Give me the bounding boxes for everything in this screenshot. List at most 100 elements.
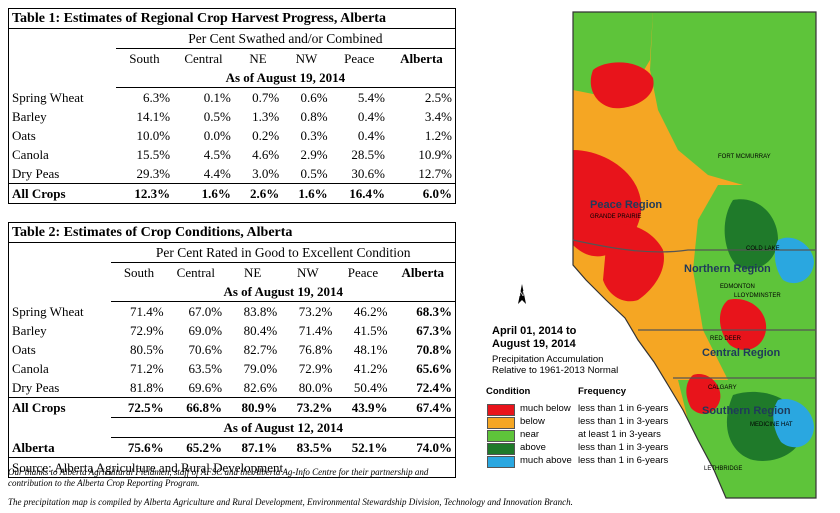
legend-frequency: at least 1 in 3-years: [578, 429, 661, 440]
cell: 6.0%: [387, 183, 456, 204]
city-edmonton: EDMONTON: [720, 284, 755, 290]
cell: 3.0%: [252, 166, 280, 181]
thanks-note: Our thanks to Alberta Agricultural Field…: [8, 467, 428, 489]
row-label: Barley: [12, 323, 47, 338]
cell: 2.6%: [233, 183, 283, 204]
cell: 1.3%: [252, 109, 280, 124]
zone-much-below-west: [603, 223, 664, 302]
cell: 73.2%: [280, 397, 336, 418]
cell: 4.5%: [203, 147, 231, 162]
cell: 12.7%: [418, 166, 452, 181]
table-row: Oats 80.5% 70.6% 82.7% 76.8% 48.1% 70.8%: [9, 340, 456, 359]
cell: 69.0%: [188, 323, 223, 338]
table-row: Canola 71.2% 63.5% 79.0% 72.9% 41.2% 65.6%: [9, 359, 456, 378]
cell: 30.6%: [351, 166, 385, 181]
legend-condition: much below: [520, 403, 571, 414]
table2-title: Table 2: Estimates of Crop Conditions, A…: [8, 222, 456, 243]
cell: 74.0%: [416, 440, 452, 455]
cell: 83.8%: [243, 304, 278, 319]
table2-prev-row: Alberta 75.6% 65.2% 87.1% 83.5% 52.1% 74…: [9, 438, 456, 458]
cell: 15.5%: [136, 147, 171, 162]
table2-header-row: South Central NE NW Peace Alberta: [9, 263, 456, 283]
table-row: Oats 10.0% 0.0% 0.2% 0.3% 0.4% 1.2%: [9, 126, 456, 145]
zone-much-below-north: [590, 62, 654, 109]
zone-above-east: [724, 199, 778, 269]
cell: 4.4%: [203, 166, 231, 181]
zone-near-north: [650, 12, 816, 205]
cell: 70.8%: [416, 342, 452, 357]
legend-swatch: [487, 430, 515, 442]
cell: 46.2%: [353, 304, 388, 319]
legend-condition: near: [520, 429, 540, 440]
cell: 2.5%: [424, 90, 452, 105]
cell: 0.6%: [300, 90, 328, 105]
city-fort-mcmurray: FORT MCMURRAY: [718, 154, 771, 160]
zone-much-below-calgary: [686, 374, 721, 414]
row-label: Alberta: [12, 439, 55, 455]
col-header: Central: [176, 265, 215, 280]
row-label: Canola: [12, 361, 49, 376]
cell: 0.3%: [300, 128, 328, 143]
map-title: April 01, 2014 to August 19, 2014: [492, 325, 576, 351]
map-credit-note: The precipitation map is compiled by Alb…: [8, 497, 573, 507]
cell: 43.9%: [335, 397, 391, 418]
legend-frequency: less than 1 in 6-years: [578, 455, 669, 466]
cell: 65.2%: [186, 440, 223, 455]
cell: 14.1%: [136, 109, 171, 124]
cell: 6.3%: [142, 90, 171, 105]
cell: 0.7%: [252, 90, 280, 105]
city-lethbridge: LETHBRIDGE: [704, 466, 742, 472]
map-title-line-1: April 01, 2014 to: [492, 325, 577, 337]
cell: 0.8%: [300, 109, 328, 124]
cell: 67.0%: [188, 304, 223, 319]
crop-conditions-table: Table 2: Estimates of Crop Conditions, A…: [8, 222, 456, 478]
cell: 0.5%: [203, 109, 231, 124]
cell: 72.9%: [298, 361, 333, 376]
cell: 87.1%: [241, 440, 278, 455]
cell: 2.9%: [300, 147, 328, 162]
thanks-line-2: contribution to the Alberta Crop Reporti…: [8, 478, 200, 488]
table1-title: Table 1: Estimates of Regional Crop Harv…: [8, 8, 456, 29]
table-row: Dry Peas 29.3% 4.4% 3.0% 0.5% 30.6% 12.7%: [9, 164, 456, 184]
cell: 79.0%: [243, 361, 278, 376]
row-label: All Crops: [8, 183, 116, 204]
map-subtitle-line-2: Relative to 1961-2013 Normal: [492, 365, 619, 376]
cell: 0.4%: [357, 128, 385, 143]
cell: 80.4%: [243, 323, 278, 338]
cell: 80.9%: [225, 397, 281, 418]
zone-much-above-south: [773, 399, 814, 448]
cell: 0.4%: [357, 109, 385, 124]
table-row: Canola 15.5% 4.5% 4.6% 2.9% 28.5% 10.9%: [9, 145, 456, 164]
north-arrow-icon: N: [518, 284, 526, 304]
cell: 70.6%: [188, 342, 223, 357]
legend-condition: below: [520, 416, 545, 427]
cell: 28.5%: [351, 147, 385, 162]
cell: 72.5%: [111, 397, 167, 418]
col-header: NE: [249, 51, 267, 66]
region-peace: Peace Region: [590, 199, 662, 211]
precipitation-map: FORT MCMURRAY GRANDE PRAIRIE COLD LAKE E…: [518, 11, 817, 499]
cell: 52.1%: [351, 440, 388, 455]
thanks-line-1: Our thanks to Alberta Agricultural Field…: [8, 467, 429, 477]
cell: 41.2%: [353, 361, 388, 376]
cell: 76.8%: [298, 342, 333, 357]
cell: 50.4%: [353, 380, 388, 395]
table1-as-of: As of August 19, 2014: [115, 68, 456, 88]
legend-header-frequency: Frequency: [578, 386, 627, 397]
table2-as-of: As of August 19, 2014: [111, 282, 456, 302]
city-grande-prairie: GRANDE PRAIRIE: [590, 214, 641, 220]
cell: 67.4%: [390, 397, 456, 418]
cell: 48.1%: [353, 342, 388, 357]
legend-condition: much above: [520, 455, 572, 466]
legend-frequency: less than 1 in 3-years: [578, 416, 669, 427]
table-row: Barley 72.9% 69.0% 80.4% 71.4% 41.5% 67.3%: [9, 321, 456, 340]
col-header: NE: [243, 265, 262, 280]
table-row: All Crops 72.5% 66.8% 80.9% 73.2% 43.9% 67.4%: [8, 397, 456, 418]
cell: 75.6%: [127, 440, 164, 455]
cell: 29.3%: [136, 166, 171, 181]
col-header: Central: [184, 51, 223, 66]
legend-swatch: [487, 417, 515, 429]
cell: 80.5%: [129, 342, 164, 357]
legend-swatch: [487, 404, 515, 416]
cell: 10.9%: [418, 147, 452, 162]
